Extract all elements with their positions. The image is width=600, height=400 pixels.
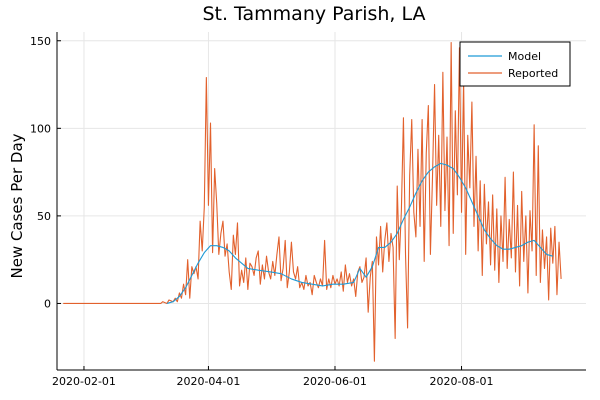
y-tick-label: 150 bbox=[30, 35, 51, 48]
series-line-model bbox=[166, 162, 553, 304]
axes: 2020-02-01 2020-04-01 2020-06-01 2020-08-01… bbox=[30, 32, 586, 388]
x-tick-label: 2020-04-01 bbox=[176, 375, 240, 388]
y-axis-label: New Cases Per Day bbox=[8, 133, 26, 278]
legend-box bbox=[459, 41, 571, 87]
legend-label-model: Model bbox=[508, 50, 541, 63]
series-layer bbox=[63, 41, 562, 362]
y-tick-label: 50 bbox=[37, 210, 51, 223]
legend: Model Reported bbox=[459, 41, 571, 87]
y-tick-label: 100 bbox=[30, 122, 51, 135]
y-tick-label: 0 bbox=[44, 297, 51, 310]
x-tick-label: 2020-06-01 bbox=[303, 375, 367, 388]
x-tick-label: 2020-08-01 bbox=[430, 375, 494, 388]
series-line-reported bbox=[63, 41, 562, 362]
legend-label-reported: Reported bbox=[508, 67, 558, 80]
chart-title: St. Tammany Parish, LA bbox=[202, 3, 425, 25]
x-tick-label: 2020-02-01 bbox=[52, 375, 116, 388]
